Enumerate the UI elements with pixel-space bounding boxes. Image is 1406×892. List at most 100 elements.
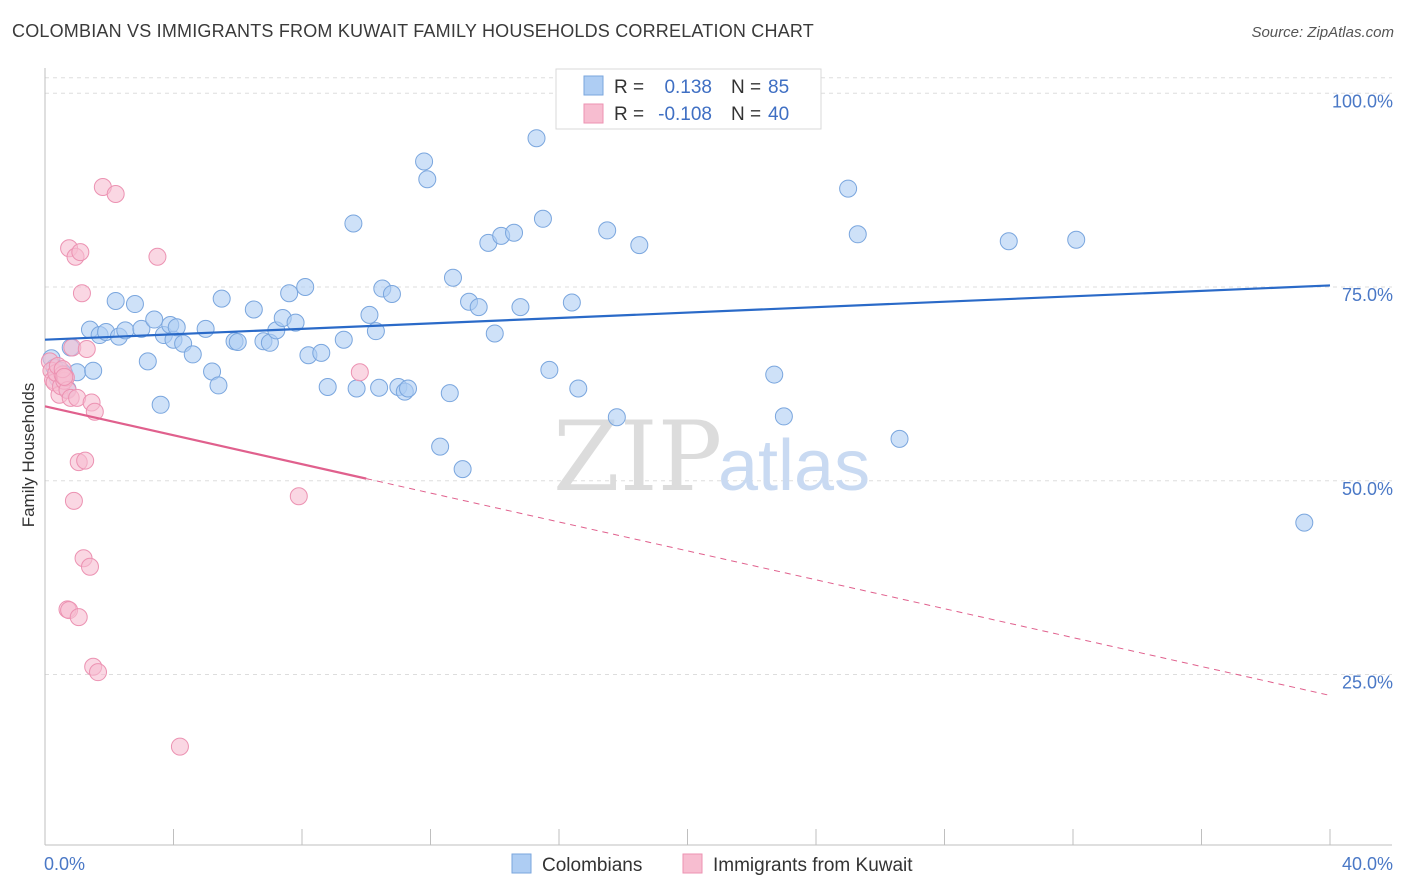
kuwait-point-37	[350, 363, 369, 382]
colombians-point-18	[145, 310, 164, 329]
legend-n-value-2: 40	[768, 104, 789, 125]
colombians-point-48	[370, 378, 389, 397]
colombians-point-26	[196, 319, 215, 338]
x-tick-label-left: 0.0%	[44, 854, 85, 874]
kuwait-trendline-solid	[44, 405, 367, 480]
colombians-point-57	[440, 384, 459, 403]
colombians-point-81	[999, 232, 1018, 251]
colombians-point-82	[1067, 230, 1086, 249]
colombians-point-54	[415, 152, 434, 171]
colombians-point-79	[848, 225, 867, 244]
colombians-point-74	[607, 408, 626, 427]
colombians-point-78	[839, 179, 858, 198]
colombians-point-41	[312, 343, 331, 362]
colombians-point-73	[598, 221, 617, 240]
watermark: ZIP atlas	[553, 401, 870, 513]
kuwait-point-28	[89, 663, 108, 682]
colombians-point-23	[167, 318, 186, 337]
trend-layer	[44, 284, 1331, 696]
y-tick-label-2: 75.0%	[1342, 285, 1393, 305]
kuwait-point-33	[69, 608, 88, 627]
colombians-point-80	[890, 429, 909, 448]
kuwait-trendline-dashed	[366, 478, 1331, 696]
colombians-point-55	[418, 170, 437, 189]
bottom-legend-kuwait: Immigrants from Kuwait	[713, 855, 913, 876]
kuwait-point-19	[71, 243, 90, 262]
legend-r-label-1: R =	[614, 77, 644, 98]
colombians-point-77	[774, 407, 793, 426]
colombians-point-63	[485, 324, 504, 343]
kuwait-swatch	[583, 103, 604, 124]
colombians-point-61	[469, 298, 488, 317]
colombians-point-59	[453, 460, 472, 479]
kuwait-point-39	[55, 367, 74, 386]
colombians-point-70	[562, 293, 581, 312]
colombians-point-46	[360, 305, 379, 324]
colombians-point-12	[106, 291, 125, 310]
axis-layer: 25.0% 50.0% 75.0% 100.0% 0.0% 40.0%	[44, 68, 1393, 874]
colombians-point-58	[443, 268, 462, 287]
colombians-point-76	[765, 365, 784, 384]
colombians-point-42	[318, 377, 337, 396]
legend-r-value-1: 0.138	[664, 77, 712, 98]
colombians-point-32	[244, 300, 263, 319]
colombians-point-8	[84, 361, 103, 380]
kuwait-point-24	[80, 557, 99, 576]
y-tick-label-3: 100.0%	[1332, 91, 1393, 111]
colombians-point-39	[296, 278, 315, 296]
colombians-point-68	[533, 209, 552, 228]
y-tick-label-0: 25.0%	[1342, 673, 1393, 693]
watermark-atlas: atlas	[718, 426, 870, 506]
colombians-point-19	[151, 395, 170, 414]
colombians-point-53	[399, 379, 418, 398]
legend-r-value-2: -0.108	[658, 104, 712, 125]
kuwait-point-23	[77, 340, 96, 358]
kuwait-point-34	[148, 247, 167, 266]
colombians-point-50	[382, 284, 401, 303]
legend-r-label-2: R =	[614, 104, 644, 125]
kuwait-point-15	[64, 491, 83, 510]
points-layer	[40, 88, 1314, 756]
colombians-point-65	[505, 223, 524, 242]
colombians-swatch	[583, 75, 604, 96]
x-tick-label-right: 40.0%	[1342, 854, 1393, 874]
kuwait-point-36	[289, 487, 308, 506]
stats-legend: R = 0.138 N = 85 R = -0.108 N = 40	[555, 68, 822, 130]
legend-n-label-2: N =	[731, 104, 761, 125]
colombians-point-67	[527, 129, 546, 148]
y-tick-label-1: 50.0%	[1342, 479, 1393, 499]
colombians-point-56	[431, 437, 450, 456]
colombians-point-29	[212, 289, 231, 308]
grid-layer	[45, 77, 1392, 675]
colombians-point-75	[630, 236, 649, 255]
colombians-point-15	[125, 295, 144, 314]
y-axis-title: Family Households	[19, 383, 38, 528]
colombians-point-69	[540, 360, 559, 379]
colombians-trendline	[44, 284, 1331, 341]
kuwait-point-35	[170, 737, 189, 756]
colombians-point-37	[280, 284, 299, 303]
colombians-point-17	[138, 352, 157, 371]
kuwait-point-22	[76, 451, 95, 470]
bottom-colombians-swatch	[511, 853, 532, 874]
bottom-legend-colombians: Colombians	[542, 855, 642, 876]
legend-n-label-1: N =	[731, 77, 761, 98]
colombians-point-38	[286, 313, 305, 332]
watermark-zip: ZIP	[553, 401, 722, 513]
colombians-point-43	[334, 330, 353, 349]
colombians-point-44	[344, 214, 363, 233]
bottom-kuwait-swatch	[682, 853, 703, 874]
colombians-point-66	[511, 298, 530, 317]
colombians-point-71	[569, 379, 588, 398]
colombians-point-83	[1295, 513, 1314, 532]
chart-source: Source: ZipAtlas.com	[1251, 24, 1394, 41]
kuwait-point-30	[106, 185, 125, 203]
colombians-point-25	[183, 345, 202, 364]
colombians-point-28	[209, 376, 228, 395]
legend-n-value-1: 85	[768, 77, 789, 98]
chart-title: COLOMBIAN VS IMMIGRANTS FROM KUWAIT FAMI…	[12, 21, 814, 41]
colombians-point-45	[347, 379, 366, 398]
series-legend: Colombians Immigrants from Kuwait	[511, 853, 913, 876]
